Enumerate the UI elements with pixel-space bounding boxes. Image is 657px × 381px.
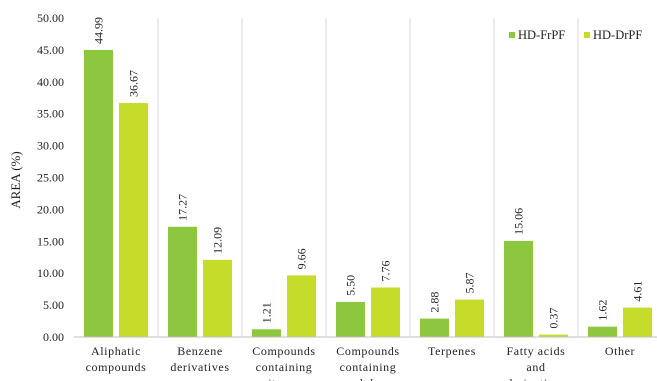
bar-hd-frpf bbox=[420, 318, 449, 337]
x-category-label: Other bbox=[605, 344, 635, 358]
bar-hd-drpf bbox=[623, 307, 652, 337]
x-axis: Aliphatic compounds Benzene derivatives Comp… bbox=[74, 336, 657, 381]
legend-label: HD-DrPF bbox=[593, 28, 642, 42]
y-tick-label: 40.00 bbox=[37, 75, 64, 89]
data-labels: 44.99 36.67 17.27 12.09 1.21 9.66 5.50 7.76 2.88… bbox=[92, 17, 645, 329]
y-tick-label: 45.00 bbox=[37, 43, 64, 57]
bar-hd-drpf bbox=[371, 287, 400, 337]
bar-hd-drpf bbox=[539, 334, 568, 337]
data-label: 2.88 bbox=[428, 292, 442, 313]
data-label: 4.61 bbox=[631, 281, 645, 302]
data-label: 44.99 bbox=[92, 17, 106, 44]
category-separators bbox=[157, 18, 579, 337]
x-category-label: Compoundscontainingsulphur bbox=[336, 344, 399, 381]
bar-hd-frpf bbox=[84, 49, 113, 337]
data-label: 15.06 bbox=[512, 208, 526, 235]
legend: HD-FrPF HD-DrPF bbox=[509, 28, 642, 42]
y-tick-label: 10.00 bbox=[37, 266, 64, 280]
y-tick-label: 20.00 bbox=[37, 202, 64, 216]
y-tick-label: 0.00 bbox=[43, 330, 64, 344]
legend-label: HD-FrPF bbox=[518, 28, 565, 42]
y-tick-label: 30.00 bbox=[37, 139, 64, 153]
data-label: 7.76 bbox=[379, 260, 393, 281]
bar-hd-drpf bbox=[287, 275, 316, 337]
bar-hd-frpf bbox=[504, 240, 533, 337]
y-tick-label: 25.00 bbox=[37, 171, 64, 185]
legend-swatch bbox=[584, 32, 590, 38]
bar-hd-frpf bbox=[252, 329, 281, 337]
data-label: 1.62 bbox=[596, 300, 610, 321]
y-axis: 0.00 5.00 10.00 15.00 20.00 25.00 30.00 35.00 40… bbox=[37, 11, 64, 344]
y-tick-label: 15.00 bbox=[37, 234, 64, 248]
data-label: 5.50 bbox=[344, 275, 358, 296]
bar-hd-drpf bbox=[119, 103, 148, 337]
data-label: 36.67 bbox=[127, 70, 141, 97]
x-category-label: Fatty acidsandderivatives bbox=[506, 344, 565, 381]
x-category-label: Terpenes bbox=[428, 344, 476, 358]
bar-hd-frpf bbox=[168, 226, 197, 337]
bar-hd-drpf bbox=[203, 259, 232, 337]
data-label: 9.66 bbox=[295, 248, 309, 269]
data-label: 12.09 bbox=[211, 227, 225, 254]
y-tick-label: 5.00 bbox=[43, 298, 64, 312]
x-category-label: Compoundscontainingnitrogen bbox=[252, 344, 315, 381]
data-label: 1.21 bbox=[260, 302, 274, 323]
x-category-label: Aliphatic compounds bbox=[86, 344, 147, 374]
bar-hd-frpf bbox=[336, 301, 365, 337]
legend-swatch bbox=[509, 32, 515, 38]
data-label: 0.37 bbox=[547, 308, 561, 329]
data-label: 5.87 bbox=[463, 273, 477, 294]
bars bbox=[84, 49, 652, 337]
y-axis-label: AREA (%) bbox=[8, 151, 23, 208]
x-category-label: Benzene derivatives bbox=[170, 344, 229, 374]
data-label: 17.27 bbox=[176, 194, 190, 221]
bar-hd-drpf bbox=[455, 299, 484, 337]
y-tick-label: 50.00 bbox=[37, 11, 64, 25]
bar-hd-frpf bbox=[588, 326, 617, 337]
y-tick-label: 35.00 bbox=[37, 107, 64, 121]
